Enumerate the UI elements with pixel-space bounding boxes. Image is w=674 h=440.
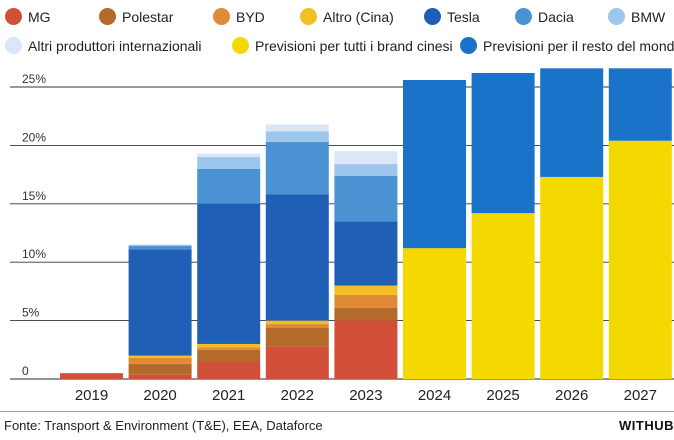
bar-2021-altro-cina — [197, 343, 261, 348]
bar-2020-altro-cina — [128, 355, 192, 358]
legend-label: Previsioni per il resto del mondo — [483, 37, 674, 54]
y-tick-label: 15% — [22, 189, 46, 203]
bar-2020-polestar — [128, 363, 192, 375]
bar-2025-previsioni-per-tutti-i-brand-cinesi — [471, 213, 535, 379]
y-tick-label: 0 — [22, 364, 29, 378]
bar-2026-previsioni-per-tutti-i-brand-cinesi — [540, 176, 604, 379]
brand-logo: WITHUB — [619, 418, 674, 433]
bar-2022-byd — [265, 324, 329, 328]
legend-label: BYD — [236, 8, 265, 25]
bar-2020-mg — [128, 374, 192, 379]
bar-2023-polestar — [334, 307, 398, 321]
bar-2027-previsioni-per-il-resto-del-mondo — [608, 68, 672, 141]
legend-label: Polestar — [122, 8, 174, 25]
bar-2025-previsioni-per-il-resto-del-mondo — [471, 72, 535, 214]
bar-2022-dacia — [265, 141, 329, 195]
x-tick-label-2022: 2022 — [281, 387, 314, 404]
legend-item-previsioni-per-il-resto-del-mondo: Previsioni per il resto del mondo — [460, 37, 674, 54]
legend-swatch-byd — [213, 8, 230, 25]
footer-divider — [0, 411, 674, 412]
bar-2021-tesla — [197, 203, 261, 344]
source-note: Fonte: Transport & Environment (T&E), EE… — [4, 418, 323, 433]
legend-label: Dacia — [538, 8, 574, 25]
bar-2023-altri-produttori-internazionali — [334, 151, 398, 165]
legend-swatch-altro-cina — [300, 8, 317, 25]
bar-2021-byd — [197, 347, 261, 350]
legend-swatch-bmw — [608, 8, 625, 25]
legend-swatch-altri-produttori-internazionali — [5, 37, 22, 54]
legend-label: BMW — [631, 8, 666, 25]
bar-2019-mg — [60, 373, 123, 379]
legend-item-polestar: Polestar — [99, 8, 173, 25]
legend-swatch-mg — [5, 8, 22, 25]
x-tick-label-2025: 2025 — [486, 387, 519, 404]
x-tick-label-2019: 2019 — [75, 387, 108, 404]
y-tick-label: 5% — [22, 306, 40, 320]
bar-2021-polestar — [197, 349, 261, 362]
bar-2022-altri-produttori-internazionali — [265, 124, 329, 132]
legend-swatch-polestar — [99, 8, 116, 25]
bar-2022-mg — [265, 346, 329, 379]
bar-2024-previsioni-per-il-resto-del-mondo — [403, 79, 466, 249]
legend-label: Altri produttori internazionali — [28, 37, 202, 54]
bar-2022-tesla — [265, 194, 329, 321]
legend-item-altro-cina: Altro (Cina) — [300, 8, 394, 25]
bar-2023-tesla — [334, 221, 398, 286]
x-tick-label-2027: 2027 — [624, 387, 657, 404]
bar-2022-bmw — [265, 131, 329, 142]
bar-2023-dacia — [334, 175, 398, 222]
bar-2021-mg — [197, 361, 261, 379]
bar-2024-previsioni-per-tutti-i-brand-cinesi — [403, 248, 466, 379]
legend-swatch-tesla — [424, 8, 441, 25]
chart-legend: MG Polestar BYD Altro (Cina) Tesla Dacia BMW Al… — [0, 0, 674, 62]
bar-2023-altro-cina — [334, 285, 398, 295]
bar-2023-mg — [334, 320, 398, 379]
legend-label: Altro (Cina) — [323, 8, 394, 25]
legend-item-previsioni-per-tutti-i-brand-cinesi: Previsioni per tutti i brand cinesi — [232, 37, 453, 54]
legend-swatch-dacia — [515, 8, 532, 25]
legend-swatch-previsioni-per-il-resto-del-mondo — [460, 37, 477, 54]
bar-2021-altri-produttori-internazionali — [197, 153, 261, 158]
y-tick-label: 20% — [22, 130, 46, 144]
legend-label: MG — [28, 8, 51, 25]
bar-2020-tesla — [128, 249, 192, 356]
legend-item-tesla: Tesla — [424, 8, 480, 25]
bar-2021-dacia — [197, 168, 261, 204]
y-tick-label: 10% — [22, 247, 46, 261]
bar-2023-byd — [334, 294, 398, 308]
bar-2020-byd — [128, 357, 192, 364]
bar-2027-previsioni-per-tutti-i-brand-cinesi — [608, 140, 672, 379]
chart-plot: 0 5% 10% 15% 20% 25% 2019 2020 2021 2022 2023 2024 2… — [10, 68, 674, 404]
legend-item-mg: MG — [5, 8, 51, 25]
bar-2026-previsioni-per-il-resto-del-mondo — [540, 68, 604, 177]
legend-label: Tesla — [447, 8, 480, 25]
x-tick-label-2024: 2024 — [418, 387, 451, 404]
legend-label: Previsioni per tutti i brand cinesi — [255, 37, 453, 54]
x-tick-label-2020: 2020 — [143, 387, 176, 404]
bar-2021-bmw — [197, 157, 261, 169]
bar-2023-bmw — [334, 164, 398, 176]
x-tick-label-2026: 2026 — [555, 387, 588, 404]
legend-item-bmw: BMW — [608, 8, 665, 25]
bar-2020-bmw — [128, 244, 192, 246]
x-tick-label-2023: 2023 — [349, 387, 382, 404]
x-tick-label-2021: 2021 — [212, 387, 245, 404]
y-tick-label: 25% — [22, 72, 46, 86]
legend-item-altri-produttori-internazionali: Altri produttori internazionali — [5, 37, 202, 54]
legend-item-byd: BYD — [213, 8, 265, 25]
bar-2020-dacia — [128, 245, 192, 250]
bar-2022-polestar — [265, 327, 329, 347]
legend-item-dacia: Dacia — [515, 8, 574, 25]
bar-2022-altro-cina — [265, 320, 329, 325]
legend-swatch-previsioni-per-tutti-i-brand-cinesi — [232, 37, 249, 54]
